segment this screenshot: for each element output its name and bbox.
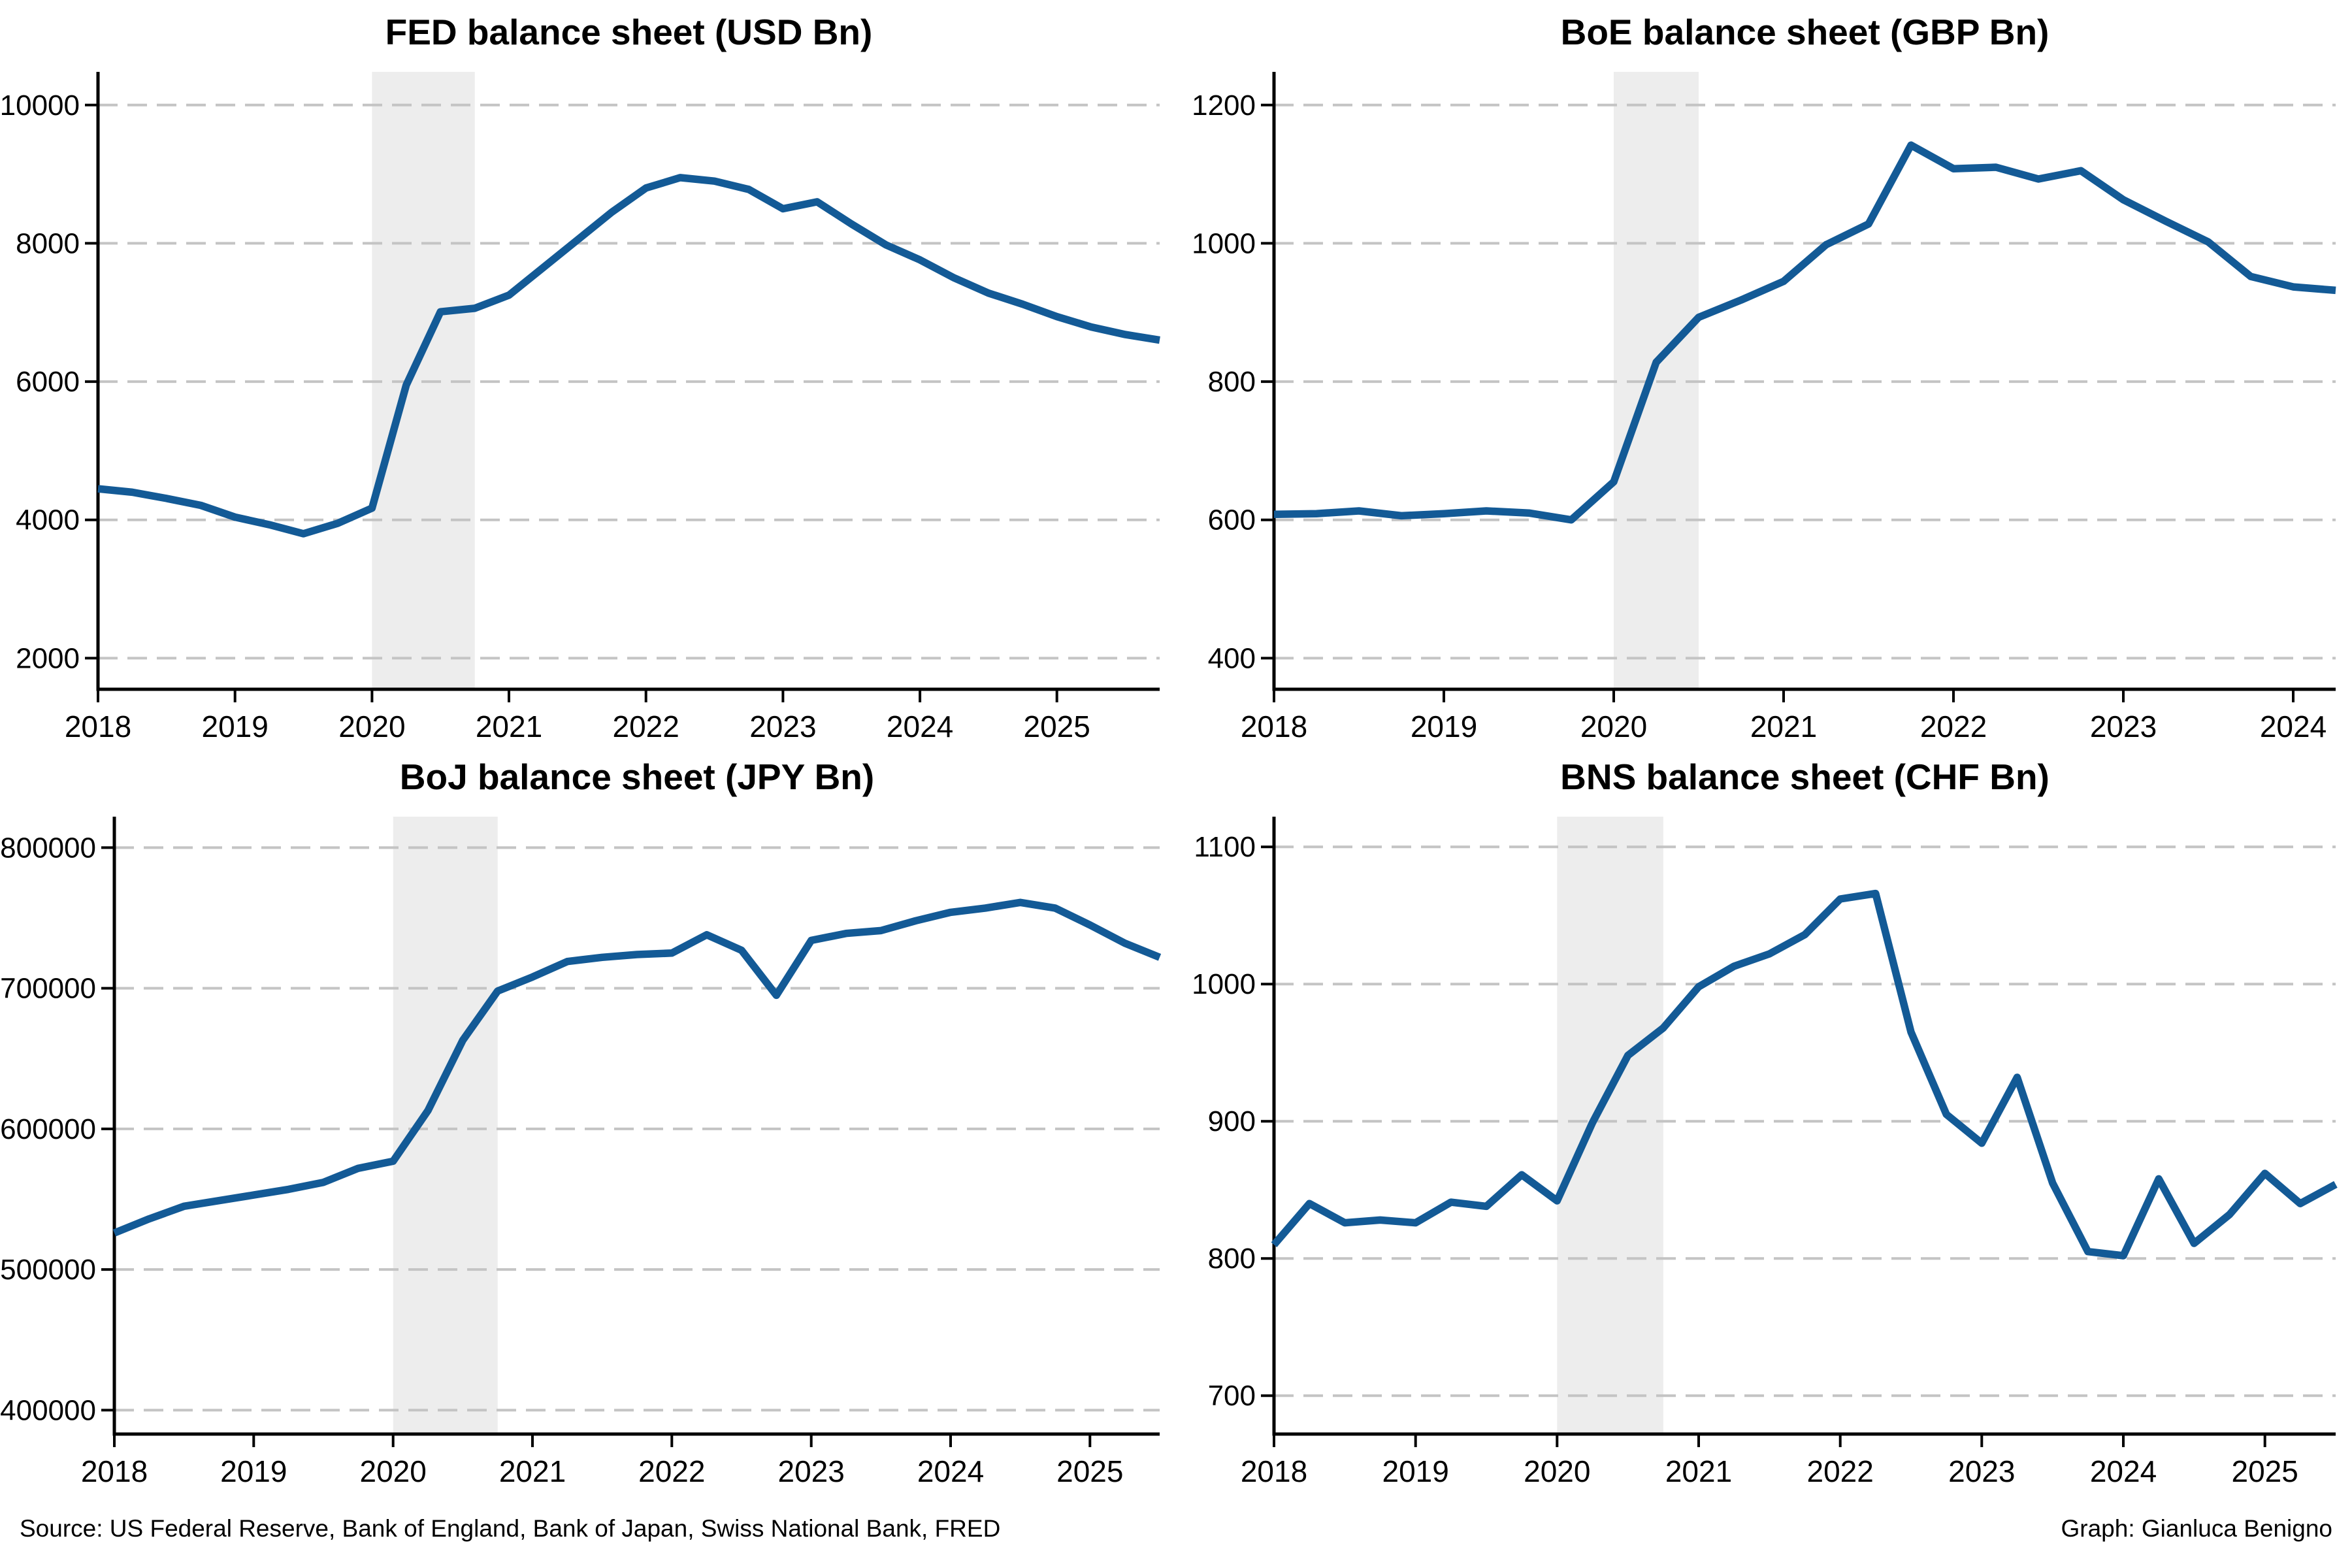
chart-title: BNS balance sheet (CHF Bn): [1560, 757, 2050, 797]
y-tick-label: 600000: [0, 1113, 96, 1145]
x-tick-label: 2018: [65, 710, 131, 743]
x-tick-label: 2023: [749, 710, 816, 743]
x-tick-label: 2018: [1241, 710, 1307, 743]
x-tick-label: 2024: [2260, 710, 2327, 743]
x-tick-label: 2021: [499, 1454, 566, 1488]
y-tick-label: 6000: [16, 366, 80, 398]
x-tick-label: 2025: [1056, 1454, 1123, 1488]
x-tick-label: 2024: [917, 1454, 984, 1488]
y-tick-label: 1100: [1194, 831, 1256, 863]
x-tick-label: 2018: [81, 1454, 148, 1488]
y-tick-label: 1000: [1192, 227, 1256, 259]
x-tick-label: 2019: [1411, 710, 1477, 743]
x-tick-label: 2022: [1807, 1454, 1874, 1488]
chart-title: BoJ balance sheet (JPY Bn): [400, 757, 874, 797]
y-tick-label: 800: [1208, 366, 1256, 398]
x-tick-label: 2023: [1948, 1454, 2015, 1488]
y-tick-label: 400000: [0, 1394, 96, 1426]
y-tick-label: 4000: [16, 504, 80, 536]
recession-shading-band: [1557, 817, 1663, 1434]
x-tick-label: 2020: [1524, 1454, 1590, 1488]
y-tick-label: 800: [1208, 1243, 1256, 1275]
y-tick-label: 1200: [1192, 90, 1256, 122]
x-tick-label: 2021: [476, 710, 542, 743]
boj-balance-sheet-chart: 400000 500000 600000 700000 800000 2018 2019 20…: [0, 757, 1162, 1488]
y-tick-label: 900: [1208, 1105, 1256, 1137]
x-tick-label: 2025: [2232, 1454, 2298, 1488]
x-tick-label: 2019: [202, 710, 269, 743]
x-tick-label: 2024: [2090, 1454, 2157, 1488]
boe-balance-sheet-chart: 400 600 800 1000 1200 2018 2019 2020 2021 2022 202…: [1192, 12, 2336, 743]
x-tick-label: 2021: [1665, 1454, 1732, 1488]
y-tick-label: 500000: [0, 1254, 96, 1286]
x-tick-label: 2022: [638, 1454, 705, 1488]
credit-note: Graph: Gianluca Benigno: [2061, 1515, 2333, 1542]
y-tick-label: 400: [1208, 642, 1256, 674]
footer: Source: US Federal Reserve, Bank of Engl…: [0, 1490, 2352, 1568]
y-tick-label: 10000: [0, 90, 80, 122]
data-line: [1273, 141, 2336, 524]
x-tick-label: 2019: [1382, 1454, 1449, 1488]
recession-shading-band: [393, 817, 498, 1434]
y-tick-label: 2000: [16, 642, 80, 674]
y-tick-label: 700: [1208, 1380, 1256, 1412]
data-line: [1271, 889, 2338, 1260]
x-tick-label: 2022: [613, 710, 679, 743]
bns-balance-sheet-chart: 700 800 900 1000 1100 2018 2019 2020 2021 2022 202…: [1192, 757, 2338, 1488]
x-tick-label: 2021: [1750, 710, 1817, 743]
fed-balance-sheet-chart: 2000 4000 6000 8000 10000 2018 2019 2020 2021 202…: [0, 12, 1160, 743]
x-tick-label: 2020: [360, 1454, 427, 1488]
y-tick-label: 600: [1208, 504, 1256, 536]
x-tick-label: 2020: [1580, 710, 1647, 743]
chart-title: BoE balance sheet (GBP Bn): [1561, 12, 2050, 52]
source-note: Source: US Federal Reserve, Bank of Engl…: [20, 1515, 1001, 1542]
y-tick-label: 1000: [1192, 968, 1256, 1000]
data-line: [97, 174, 1160, 538]
y-tick-label: 800000: [0, 832, 96, 864]
x-tick-label: 2024: [887, 710, 953, 743]
x-tick-label: 2019: [220, 1454, 287, 1488]
chart-title: FED balance sheet (USD Bn): [385, 12, 873, 52]
x-tick-label: 2022: [1920, 710, 1987, 743]
data-line: [112, 898, 1162, 1237]
y-tick-label: 700000: [0, 973, 96, 1005]
x-tick-label: 2025: [1024, 710, 1090, 743]
x-tick-label: 2020: [338, 710, 405, 743]
y-tick-label: 8000: [16, 227, 80, 259]
charts-grid: 2000 4000 6000 8000 10000 2018 2019 2020 2021 202…: [0, 12, 2338, 1488]
x-tick-label: 2023: [778, 1454, 845, 1488]
x-tick-label: 2018: [1241, 1454, 1307, 1488]
x-tick-label: 2023: [2090, 710, 2157, 743]
